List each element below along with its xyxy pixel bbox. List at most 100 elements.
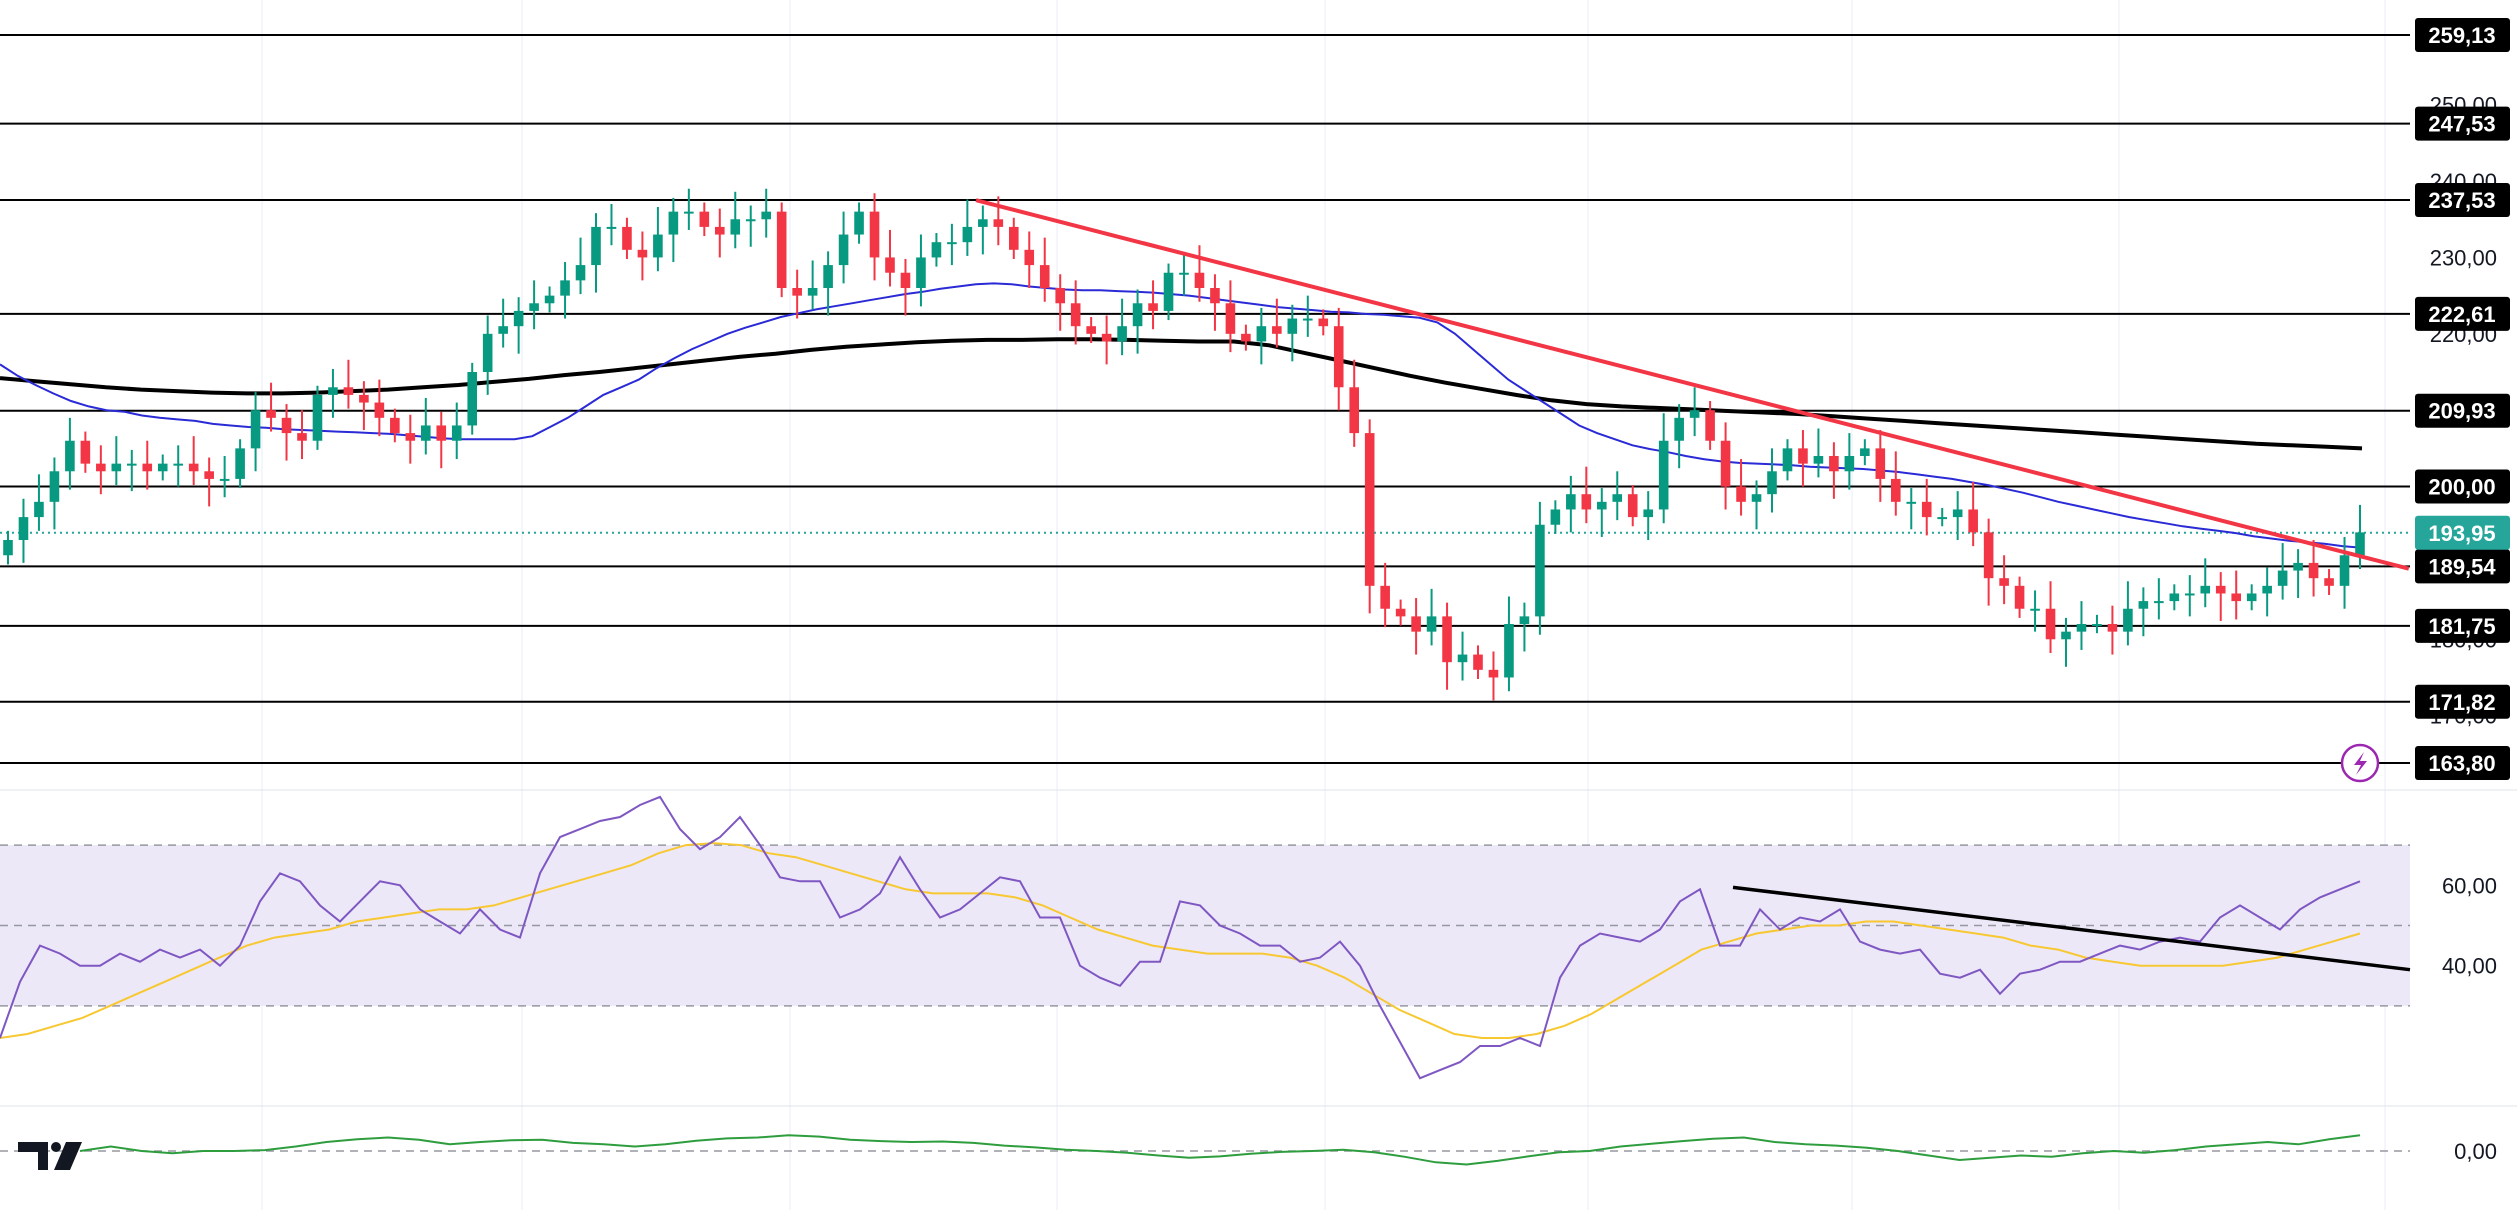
candle-body	[420, 425, 431, 441]
candle-body	[699, 211, 710, 227]
candle-body	[359, 394, 369, 403]
candle-body	[2061, 631, 2071, 640]
candle-body	[2092, 624, 2102, 627]
candle-body	[1674, 417, 1684, 441]
candle-body	[390, 417, 400, 434]
current-price-tag: 193,95	[2415, 515, 2510, 550]
level-tag-box	[2415, 393, 2510, 428]
price-tick-label: 230,00	[2430, 245, 2497, 270]
candle-body	[235, 448, 245, 479]
candle-body	[1983, 532, 1994, 579]
candle-body	[436, 425, 447, 441]
candle-body	[916, 257, 926, 289]
rsi-ma-line	[0, 842, 2361, 1039]
candle-body	[1519, 616, 1530, 625]
level-tag-box	[2415, 18, 2510, 52]
candle-body	[947, 242, 957, 245]
lightning-alert-icon[interactable]	[2340, 743, 2380, 783]
candle-body	[2355, 532, 2365, 556]
candle-body	[1906, 501, 1917, 504]
current-price-box	[2415, 515, 2510, 550]
candle-body	[529, 303, 539, 311]
level-tag-label: 171,82	[2428, 690, 2495, 715]
level-tag-label: 200,00	[2428, 475, 2495, 500]
candle-body	[544, 295, 555, 304]
candle-body	[2138, 601, 2149, 609]
candle-body	[854, 211, 864, 235]
candle-body	[1457, 654, 1468, 663]
candle-body	[126, 463, 137, 466]
candle-body	[1535, 524, 1545, 617]
candle-body	[451, 425, 462, 441]
level-tag-label: 189,54	[2428, 554, 2496, 579]
candle-body	[1132, 303, 1143, 327]
candle-body	[1643, 509, 1654, 518]
candle-body	[1241, 333, 1251, 342]
candle-body	[2076, 624, 2087, 632]
candle-body	[1720, 440, 1731, 487]
candle-body	[250, 410, 261, 449]
candle-body	[1612, 494, 1623, 502]
level-tag-label: 222,61	[2428, 302, 2495, 327]
candle-body	[869, 211, 880, 258]
candle-body	[978, 219, 988, 227]
candle-body	[1179, 272, 1189, 275]
price-level-tags: 259,13 247,53 237,53 222,61 209,93 200,00 189,…	[2415, 18, 2510, 780]
candle-body	[1596, 501, 1607, 510]
candle-body	[96, 463, 106, 472]
candle-body	[1349, 387, 1360, 434]
candle-body	[637, 249, 648, 258]
candle-body	[482, 333, 493, 373]
momentum-line	[79, 1134, 2361, 1166]
tradingview-logo[interactable]	[18, 1142, 82, 1170]
candle-body	[1736, 486, 1746, 502]
rsi-trendline[interactable]	[1732, 885, 2411, 972]
candle-body	[1860, 448, 1870, 457]
level-tag-box	[2415, 684, 2510, 719]
candle-body	[993, 219, 1004, 227]
candle-body	[3, 540, 13, 556]
candle-body	[1117, 326, 1127, 342]
candle-body	[1086, 326, 1096, 334]
level-tag-label: 237,53	[2428, 188, 2495, 213]
candle-body	[157, 463, 168, 472]
descending-trendline[interactable]	[975, 198, 2410, 571]
candle-body	[885, 257, 895, 273]
candle-body	[219, 478, 230, 481]
candle-body	[1844, 456, 1855, 472]
candle-body	[1952, 509, 1963, 518]
candle-body	[1782, 448, 1793, 472]
candle-body	[776, 211, 787, 289]
candle-body	[188, 463, 199, 472]
candle-body	[1689, 410, 1700, 418]
candle-body	[1550, 509, 1561, 525]
candle-body	[761, 211, 772, 220]
candle-body	[560, 280, 570, 296]
candle-body	[1039, 265, 1050, 289]
candle-body	[2339, 555, 2350, 586]
candle-body	[668, 211, 679, 235]
candle-body	[1813, 456, 1824, 464]
candle-body	[745, 219, 756, 222]
candle-body	[2277, 570, 2288, 586]
level-tag-box	[2415, 608, 2510, 643]
level-tag-label: 209,93	[2428, 399, 2495, 424]
level-tag-label: 259,13	[2428, 23, 2495, 48]
level-tag-box	[2415, 182, 2510, 217]
candle-body	[498, 326, 508, 334]
ema-200-line	[0, 337, 2363, 451]
candle-body	[405, 433, 416, 441]
level-tag-label: 181,75	[2428, 614, 2495, 639]
candle-body	[312, 394, 323, 441]
candle-body	[2215, 585, 2226, 594]
candle-body	[606, 226, 617, 229]
candle-body	[513, 310, 524, 327]
candle-body	[1566, 494, 1576, 510]
candle-body	[2231, 593, 2242, 602]
candle-body	[281, 417, 292, 434]
candle-body	[1256, 326, 1267, 342]
candle-body	[575, 265, 586, 281]
momentum-tick-label: 0,00	[2454, 1139, 2497, 1164]
candle-body	[2308, 562, 2319, 579]
